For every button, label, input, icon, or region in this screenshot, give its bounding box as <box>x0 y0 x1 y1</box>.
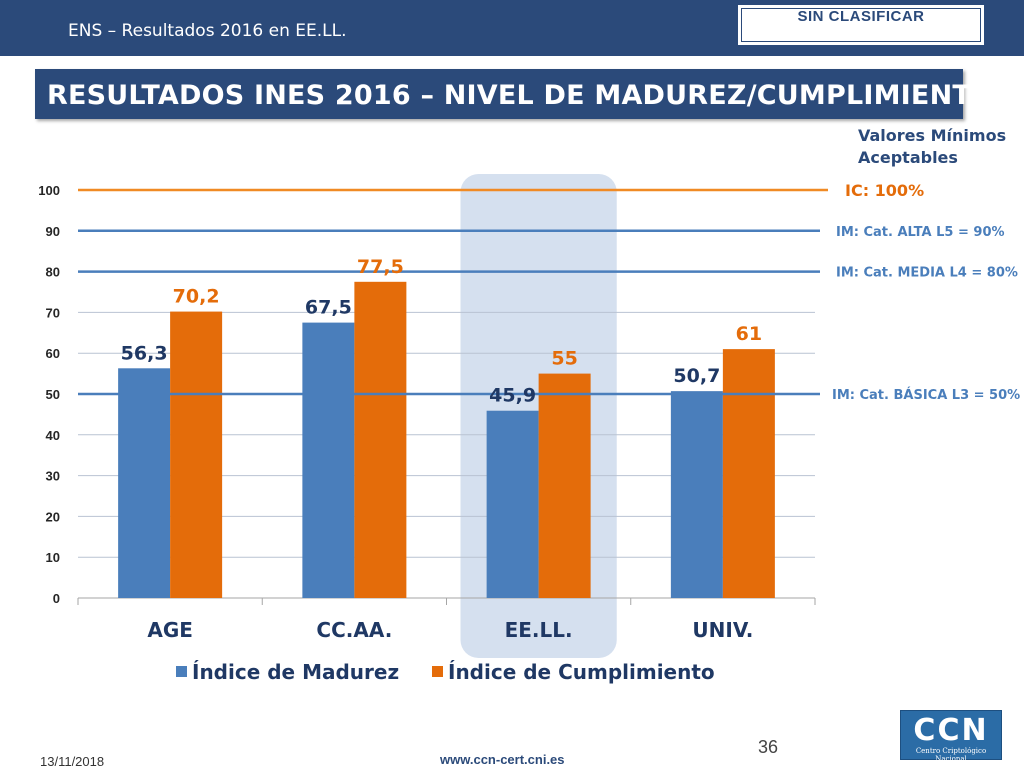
data-label: 45,9 <box>489 385 536 407</box>
reference-line-label: IM: Cat. MEDIA L4 = 80% <box>836 266 1018 281</box>
data-label: 50,7 <box>673 365 720 387</box>
bar-madurez <box>670 391 723 598</box>
reference-line-label: IC: 100% <box>845 181 924 200</box>
footer-date: 13/11/2018 <box>40 754 105 769</box>
data-label: 77,5 <box>357 256 404 278</box>
reference-legend-title: Valores Mínimos Aceptables <box>858 125 1006 169</box>
classification-badge-frame: SIN CLASIFICAR <box>741 8 981 42</box>
y-tick-label: 40 <box>46 428 60 443</box>
ccn-logo: CCN Centro Criptológico Nacional <box>900 710 1002 763</box>
data-label: 67,5 <box>305 297 352 319</box>
classification-label: SIN CLASIFICAR <box>797 7 925 25</box>
data-label: 56,3 <box>121 342 168 364</box>
reference-legend-line2: Aceptables <box>858 148 958 167</box>
legend-swatch <box>176 666 187 677</box>
classification-badge: SIN CLASIFICAR <box>736 3 986 47</box>
y-tick-label: 50 <box>46 387 60 402</box>
y-tick-label: 20 <box>46 509 60 524</box>
data-label: 70,2 <box>173 286 220 308</box>
x-category-label: CC.AA. <box>316 618 392 642</box>
y-tick-label: 0 <box>53 591 60 606</box>
slide-title-bar: RESULTADOS INES 2016 – NIVEL DE MADUREZ/… <box>35 69 994 119</box>
reference-line-label: IM: Cat. BÁSICA L3 = 50% <box>832 387 1020 403</box>
y-tick-label: 100 <box>38 183 60 198</box>
bar-cumplimiento <box>354 281 407 598</box>
reference-line-label: IM: Cat. ALTA L5 = 90% <box>836 225 1005 240</box>
reference-legend-line1: Valores Mínimos <box>858 126 1007 145</box>
slide-title: RESULTADOS INES 2016 – NIVEL DE MADUREZ/… <box>47 80 995 111</box>
bar-cumplimiento <box>722 349 775 598</box>
y-tick-label: 30 <box>46 469 60 484</box>
bar-madurez <box>302 322 355 598</box>
x-category-label: EE.LL. <box>505 618 573 642</box>
y-tick-label: 60 <box>46 346 60 361</box>
legend-label: Índice de Madurez <box>192 660 399 684</box>
y-tick-label: 70 <box>46 305 60 320</box>
bar-cumplimiento <box>538 373 591 598</box>
logo-subtitle: Centro Criptológico Nacional <box>915 747 987 763</box>
legend-label: Índice de Cumplimiento <box>448 660 715 684</box>
bar-madurez <box>486 410 539 598</box>
bar-cumplimiento <box>170 311 223 598</box>
y-tick-label: 90 <box>46 224 60 239</box>
page-number: 36 <box>758 737 779 757</box>
legend-swatch <box>432 666 443 677</box>
x-category-label: AGE <box>147 618 193 642</box>
y-tick-label: 10 <box>46 550 60 565</box>
data-label: 55 <box>551 348 577 370</box>
header-bar: ENS – Resultados 2016 en EE.LL. SIN CLAS… <box>0 0 1024 56</box>
bar-madurez <box>118 368 171 598</box>
x-category-label: UNIV. <box>692 618 753 642</box>
header-title: ENS – Resultados 2016 en EE.LL. <box>68 21 347 41</box>
logo-letters: CCN <box>913 713 989 748</box>
y-tick-label: 80 <box>46 265 60 280</box>
data-label: 61 <box>736 323 762 345</box>
footer-url[interactable]: www.ccn-cert.cni.es <box>440 752 565 767</box>
